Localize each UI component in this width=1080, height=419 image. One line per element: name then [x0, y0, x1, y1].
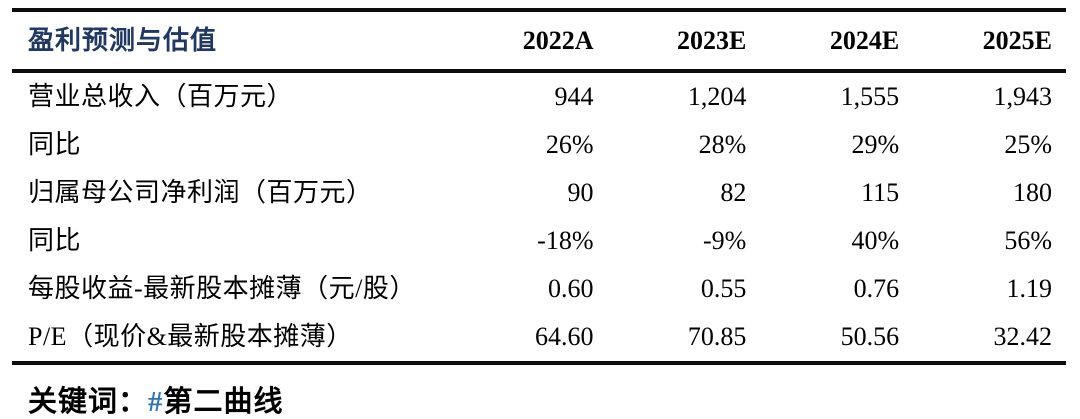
cell-value: 0.60 [548, 274, 594, 303]
cell-value: 1,943 [993, 82, 1053, 111]
table-row: 营业总收入（百万元） 944 1,204 1,555 1,943 [12, 73, 1066, 121]
cell-value: 50.56 [840, 322, 900, 351]
cell-value: 70.85 [687, 322, 747, 351]
cell-value: 56% [1004, 226, 1052, 255]
cell-value: 25% [1004, 130, 1052, 159]
row-label: 同比 [28, 226, 82, 255]
cell-value: 28% [698, 130, 747, 159]
cell-value: 64.60 [535, 322, 594, 351]
cell-value: 1.19 [1006, 274, 1053, 303]
cell-value: -18% [537, 226, 594, 255]
row-label: 每股收益-最新股本摊薄（元/股） [28, 274, 416, 303]
forecast-table-body: 营业总收入（百万元） 944 1,204 1,555 1,943 同比 26% 28% 29% 2… [12, 73, 1066, 361]
row-label: 营业总收入（百万元） [28, 82, 294, 111]
column-header-2025e: 2025E [982, 25, 1052, 55]
column-header-2024e: 2024E [829, 25, 900, 55]
cell-value: -9% [703, 226, 747, 255]
row-label: P/E（现价&最新股本摊薄） [28, 322, 353, 351]
table-body: 营业总收入（百万元） 944 1,204 1,555 1,943 同比 26% 28% 29% 2… [12, 73, 1066, 361]
table-header: 盈利预测与估值 2022A 2023E 2024E 2025E [12, 12, 1066, 69]
row-label: 归属母公司净利润（百万元） [28, 178, 373, 207]
header-rule [12, 69, 1066, 73]
row-label: 同比 [28, 130, 82, 159]
bottom-rule [12, 361, 1066, 365]
cell-value: 90 [567, 178, 594, 207]
table-row: 同比 -18% -9% 40% 56% [12, 217, 1066, 265]
table-title: 盈利预测与估值 [28, 25, 218, 55]
cell-value: 0.55 [700, 274, 747, 303]
cell-value: 1,555 [840, 82, 900, 111]
forecast-table: 盈利预测与估值 2022A 2023E 2024E 2025E [12, 12, 1066, 69]
column-header-2022a: 2022A [522, 25, 594, 55]
cell-value: 40% [851, 226, 900, 255]
cell-value: 26% [545, 130, 594, 159]
table-row: 每股收益-最新股本摊薄（元/股） 0.60 0.55 0.76 1.19 [12, 265, 1066, 313]
table-row: 同比 26% 28% 29% 25% [12, 121, 1066, 169]
cell-value: 32.42 [993, 322, 1053, 351]
column-header-2023e: 2023E [676, 25, 747, 55]
cell-value: 115 [861, 178, 900, 207]
keywords-line: 关键词：#第二曲线 [12, 378, 1066, 419]
table-row: P/E（现价&最新股本摊薄） 64.60 70.85 50.56 32.42 [12, 313, 1066, 361]
cell-value: 82 [720, 178, 747, 207]
header-row: 盈利预测与估值 2022A 2023E 2024E 2025E [12, 12, 1066, 69]
hash-symbol: # [148, 386, 164, 418]
cell-value: 180 [1013, 178, 1052, 207]
cell-value: 944 [554, 82, 594, 111]
keywords-label: 关键词： [28, 386, 149, 418]
cell-value: 0.76 [853, 274, 900, 303]
cell-value: 1,204 [687, 82, 747, 111]
top-rule [12, 8, 1066, 12]
table-row: 归属母公司净利润（百万元） 90 82 115 180 [12, 169, 1066, 217]
cell-value: 29% [851, 130, 900, 159]
keywords-value: 第二曲线 [163, 386, 284, 418]
